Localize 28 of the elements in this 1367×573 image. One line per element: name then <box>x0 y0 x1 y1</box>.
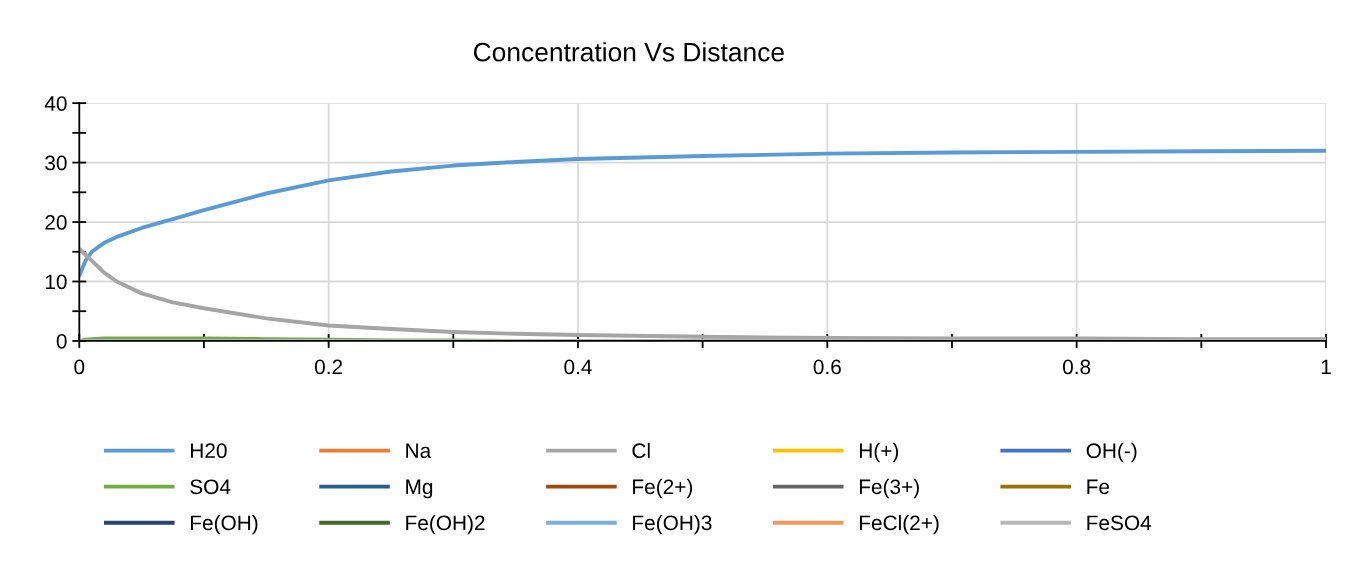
y-tick-label: 30 <box>45 155 67 171</box>
legend-label: Cl <box>632 442 650 459</box>
x-tick-label: 0.8 <box>1062 359 1091 375</box>
legend-label: FeSO4 <box>1087 515 1152 531</box>
legend-label: Fe(3+) <box>859 478 919 499</box>
legend-label: FeCl(2+) <box>859 514 939 535</box>
y-tick-label: 20 <box>45 215 67 230</box>
x-tick-label: 0.4 <box>564 359 592 375</box>
legend-label: Na <box>406 443 432 459</box>
legend-label: OH(-) <box>1086 442 1137 463</box>
legend-label: Fe(OH)2 <box>406 514 485 535</box>
line-series <box>79 148 1326 278</box>
legend-label: SO4 <box>190 479 231 495</box>
x-tick-label: 0.2 <box>314 359 343 375</box>
x-tick-label: 0.6 <box>813 359 841 375</box>
chart-title: Concentration Vs Distance <box>473 42 784 62</box>
legend-label: H20 <box>190 443 227 459</box>
legend-label: H(+) <box>859 442 899 463</box>
legend-label: Mg <box>406 479 433 499</box>
legend-label: Fe(OH)3 <box>633 514 712 535</box>
y-tick-label: 40 <box>44 96 67 111</box>
x-tick-label: 1 <box>1321 359 1331 375</box>
x-tick-label: 0 <box>74 359 85 375</box>
legend-label: Fe(2+) <box>633 478 693 499</box>
y-tick-label: 10 <box>45 274 67 290</box>
legend-label: Fe <box>1087 479 1110 495</box>
y-tick-label: 0 <box>56 333 67 349</box>
legend-label: Fe(OH) <box>190 514 258 535</box>
